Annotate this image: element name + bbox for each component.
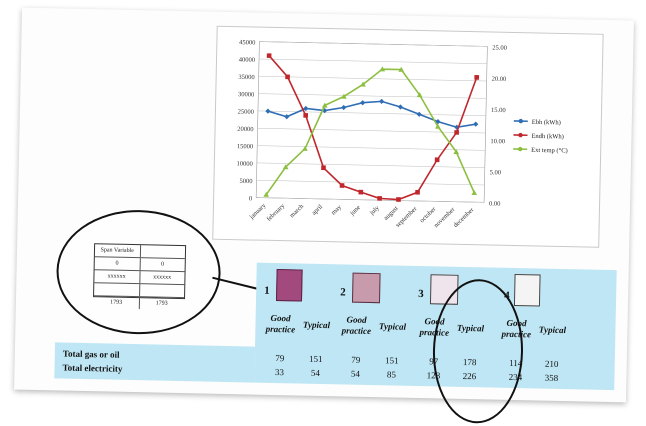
table-cell: 79 bbox=[341, 354, 371, 365]
table-cell: 33 bbox=[264, 367, 294, 378]
table-cell: 358 bbox=[536, 372, 566, 383]
table-cell: 210 bbox=[537, 358, 567, 369]
table-cell: 54 bbox=[340, 368, 370, 379]
table-cell: 151 bbox=[377, 355, 407, 366]
building-3-number: 3 bbox=[418, 288, 424, 300]
building-4-icon bbox=[514, 274, 541, 307]
header-typical: Typical bbox=[295, 319, 337, 331]
building-1-icon bbox=[276, 269, 303, 302]
table-cell: 79 bbox=[265, 353, 295, 364]
building-2-number: 2 bbox=[340, 286, 346, 298]
table-cell: 85 bbox=[376, 369, 406, 380]
building-2-icon bbox=[352, 273, 381, 304]
highlight-oval bbox=[431, 278, 524, 424]
row-label-electricity: Total electricity bbox=[62, 363, 122, 374]
building-1-number: 1 bbox=[264, 285, 270, 297]
table-cell: 151 bbox=[301, 354, 331, 365]
header-typical: Typical bbox=[531, 324, 573, 336]
row-label-gas: Total gas or oil bbox=[63, 349, 120, 360]
header-typical: Typical bbox=[371, 321, 413, 333]
table-cell: 54 bbox=[300, 368, 330, 379]
